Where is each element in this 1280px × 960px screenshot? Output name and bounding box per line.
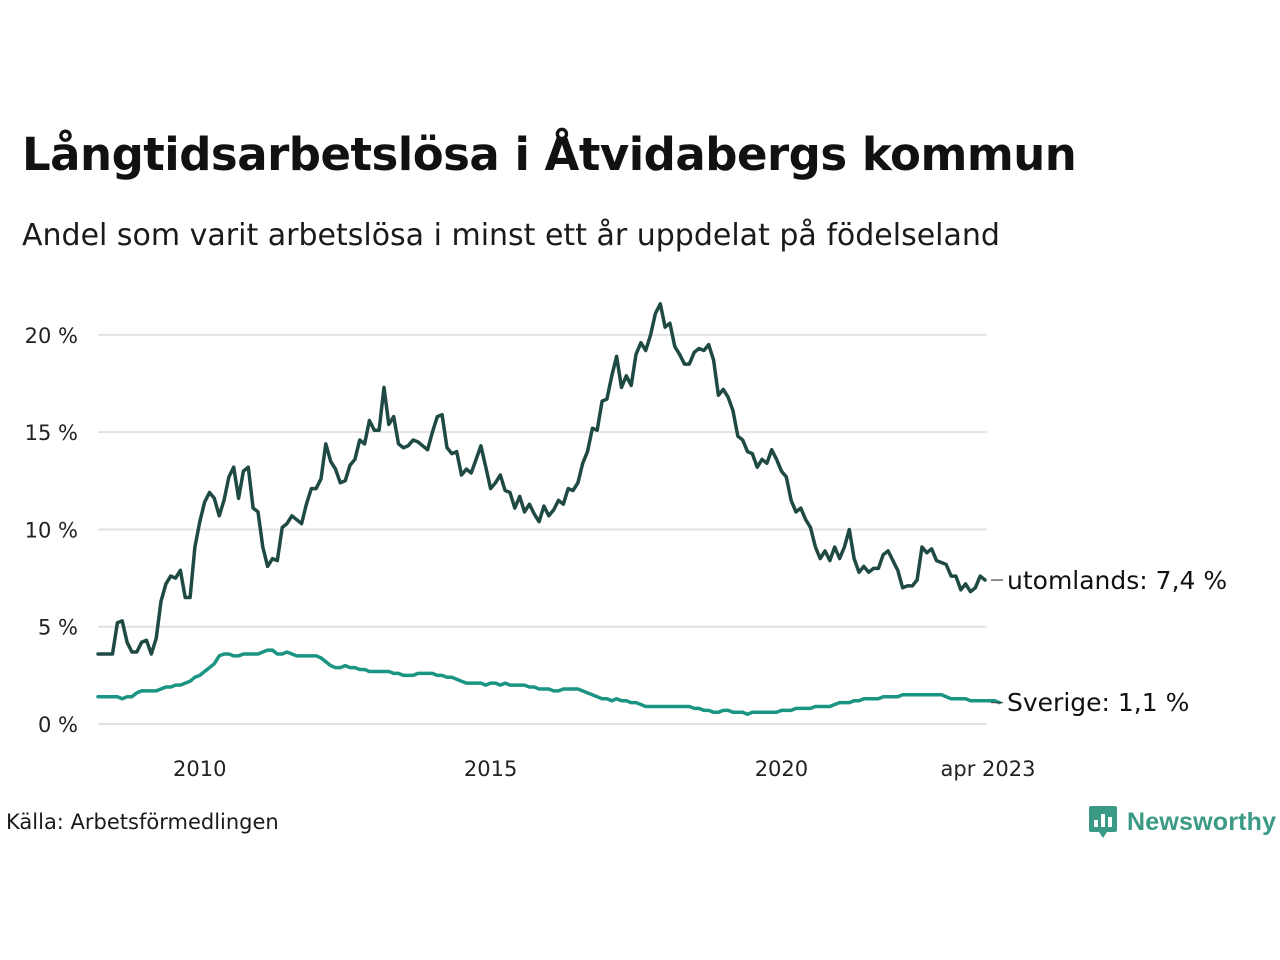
series-line-sverige	[96, 648, 1002, 717]
brand-name: Newsworthy	[1127, 807, 1277, 836]
y-tick-label: 10 %	[25, 518, 78, 542]
y-tick-label: 5 %	[38, 616, 78, 640]
x-tick-label: 2020	[755, 757, 808, 781]
source-note: Källa: Arbetsförmedlingen	[6, 810, 279, 834]
end-labels: utomlands: 7,4 % Sverige: 1,1 %	[991, 566, 1227, 717]
end-label-utomlands: utomlands: 7,4 %	[1007, 566, 1227, 595]
end-label-sverige: Sverige: 1,1 %	[1007, 688, 1189, 717]
y-tick-label: 0 %	[38, 713, 78, 737]
x-axis-ticks: 2010 2015 2020 apr 2023	[173, 757, 1035, 781]
x-end-label: apr 2023	[941, 757, 1036, 781]
newsworthy-logo-icon	[1089, 806, 1117, 838]
series-line-utomlands	[96, 302, 987, 656]
y-tick-label: 15 %	[25, 421, 78, 445]
chart-title: Långtidsarbetslösa i Åtvidabergs kommun	[22, 128, 1077, 181]
x-tick-label: 2010	[173, 757, 226, 781]
gridlines	[98, 333, 987, 725]
y-tick-label: 20 %	[25, 324, 78, 348]
series-lines	[96, 302, 1002, 717]
y-axis-ticks: 0 % 5 % 10 % 15 % 20 %	[25, 324, 78, 737]
brand-logo: Newsworthy	[1088, 805, 1276, 839]
chart-subtitle: Andel som varit arbetslösa i minst ett å…	[22, 218, 1000, 253]
x-tick-label: 2015	[464, 757, 517, 781]
